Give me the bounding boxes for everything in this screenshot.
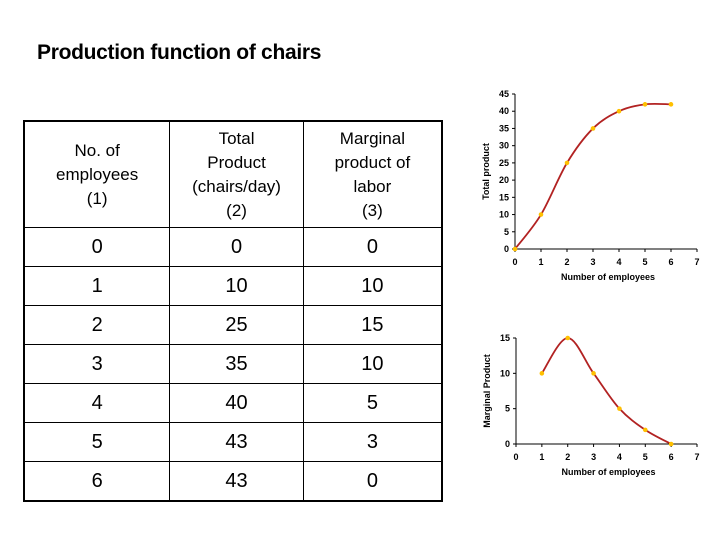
data-point — [642, 102, 648, 107]
header-line: labor — [353, 176, 392, 196]
production-table: No. of employees (1) Total Product (chai… — [23, 120, 443, 502]
table-cell: 15 — [302, 305, 443, 345]
table-cell: 5 — [302, 383, 443, 423]
x-tick-label: 1 — [539, 452, 544, 462]
page-title: Production function of chairs — [37, 41, 322, 64]
table-cell: 5 — [23, 422, 171, 462]
y-tick-label: 10 — [500, 368, 510, 378]
x-tick-label: 4 — [616, 257, 621, 267]
data-point — [539, 371, 545, 376]
table-row: 6 43 0 — [23, 461, 443, 502]
y-tick-label: 0 — [504, 244, 509, 254]
table-row: 4 40 5 — [23, 383, 443, 423]
y-tick-label: 10 — [499, 210, 509, 220]
y-tick-label: 15 — [499, 192, 509, 202]
table-cell: 3 — [23, 344, 171, 384]
table-row: 1 10 10 — [23, 266, 443, 306]
header-marginal-product: Marginal product of labor (3) — [302, 120, 443, 228]
header-line: No. of — [74, 140, 120, 160]
table-cell: 0 — [23, 227, 171, 267]
y-tick-label: 25 — [499, 158, 509, 168]
header-line: Product — [207, 152, 266, 172]
table-row: 0 0 0 — [23, 227, 443, 267]
x-axis-label: Number of employees — [561, 467, 655, 477]
table-cell: 0 — [169, 227, 304, 267]
data-point — [538, 212, 544, 217]
header-line: product of — [334, 152, 411, 172]
y-tick-label: 5 — [504, 227, 509, 237]
table-cell: 43 — [169, 461, 304, 502]
header-line: (1) — [86, 188, 108, 208]
data-point — [668, 102, 674, 107]
table-row: 5 43 3 — [23, 422, 443, 462]
data-point — [642, 427, 648, 433]
y-tick-label: 45 — [499, 89, 509, 99]
y-axis-label: Marginal Product — [482, 354, 492, 428]
data-point — [564, 160, 570, 166]
x-tick-label: 7 — [694, 257, 699, 267]
x-tick-label: 3 — [590, 257, 595, 267]
x-tick-label: 3 — [591, 452, 596, 462]
x-tick-label: 2 — [565, 452, 570, 462]
x-tick-label: 6 — [669, 452, 674, 462]
data-point — [565, 335, 571, 341]
y-tick-label: 0 — [505, 439, 510, 449]
header-line: employees — [56, 164, 139, 184]
y-axis-label: Total product — [481, 143, 491, 200]
x-tick-label: 0 — [513, 452, 518, 462]
series-line — [541, 337, 672, 445]
header-line: (2) — [226, 200, 247, 220]
table-cell: 2 — [23, 305, 171, 345]
data-point — [668, 441, 674, 447]
table-cell: 10 — [302, 344, 443, 384]
header-total-product: Total Product (chairs/day) (2) — [169, 120, 304, 228]
x-axis-label: Number of employees — [561, 272, 655, 282]
header-line: (chairs/day) — [192, 176, 281, 196]
x-tick-label: 5 — [643, 452, 648, 462]
x-tick-label: 4 — [617, 452, 622, 462]
x-tick-label: 2 — [564, 257, 569, 267]
table-cell: 40 — [169, 383, 304, 423]
data-point — [616, 108, 622, 114]
header-line: Total — [218, 128, 255, 148]
x-tick-label: 0 — [512, 257, 517, 267]
y-tick-label: 40 — [499, 106, 509, 116]
table-header-row: No. of employees (1) Total Product (chai… — [23, 120, 443, 228]
y-tick-label: 35 — [499, 123, 509, 133]
data-point — [512, 246, 518, 252]
y-tick-label: 5 — [505, 404, 510, 414]
x-tick-label: 6 — [668, 257, 673, 267]
table-cell: 0 — [302, 461, 443, 502]
x-tick-label: 5 — [642, 257, 647, 267]
x-tick-label: 1 — [538, 257, 543, 267]
header-line: Marginal — [339, 128, 405, 148]
table-cell: 35 — [169, 344, 304, 384]
table-row: 2 25 15 — [23, 305, 443, 345]
y-tick-label: 20 — [499, 175, 509, 185]
table-cell: 6 — [23, 461, 171, 502]
table-cell: 43 — [169, 422, 304, 462]
header-employees: No. of employees (1) — [23, 120, 171, 228]
data-point — [590, 126, 596, 131]
table-row: 3 35 10 — [23, 344, 443, 384]
table-cell: 3 — [302, 422, 443, 462]
data-point — [591, 371, 596, 376]
table-cell: 0 — [302, 227, 443, 267]
data-point — [617, 406, 622, 411]
y-tick-label: 15 — [500, 333, 510, 343]
y-tick-label: 30 — [499, 141, 509, 151]
header-line: (3) — [362, 200, 383, 220]
x-tick-label: 7 — [694, 452, 699, 462]
